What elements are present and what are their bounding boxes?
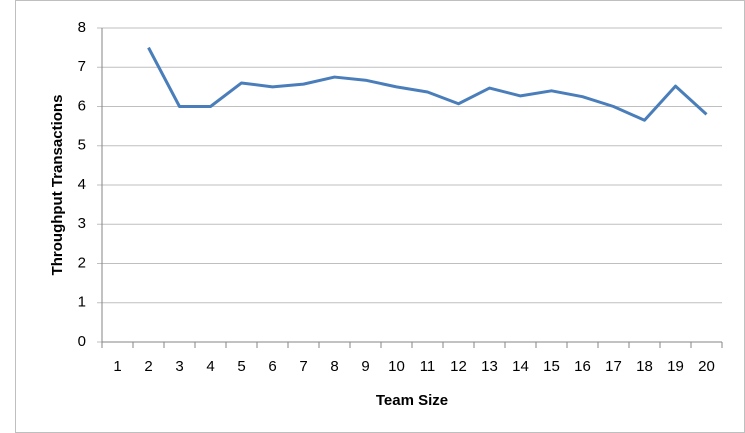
- y-tick-label: 8: [78, 19, 86, 36]
- x-tick-label: 6: [268, 358, 276, 375]
- x-tick-label: 15: [543, 358, 560, 375]
- x-tick-label: 5: [237, 358, 245, 375]
- x-tick-label: 8: [330, 358, 338, 375]
- x-tick-label: 11: [420, 358, 436, 375]
- x-tick-label: 9: [361, 358, 369, 375]
- x-tick-label: 19: [667, 358, 684, 375]
- y-tick-label: 4: [78, 176, 86, 193]
- x-tick-label: 18: [636, 358, 653, 375]
- x-tick-label: 3: [175, 358, 183, 375]
- x-tick-label: 13: [481, 358, 498, 375]
- x-tick-label: 1: [113, 358, 121, 375]
- chart-frame: [15, 0, 745, 433]
- y-tick-label: 6: [78, 97, 86, 114]
- x-tick-label: 20: [698, 358, 715, 375]
- x-tick-label: 16: [574, 358, 591, 375]
- y-tick-label: 5: [78, 137, 86, 154]
- x-tick-label: 10: [388, 358, 405, 375]
- y-tick-label: 7: [78, 58, 86, 75]
- x-tick-label: 2: [144, 358, 152, 375]
- x-tick-label: 4: [206, 358, 214, 375]
- x-tick-label: 17: [605, 358, 622, 375]
- x-tick-label: 7: [299, 358, 307, 375]
- y-axis-title: Throughput Transactions: [49, 95, 66, 276]
- x-tick-label: 12: [450, 358, 467, 375]
- series-line: [147, 46, 708, 122]
- y-tick-label: 1: [78, 294, 86, 311]
- y-tick-label: 2: [78, 254, 86, 271]
- y-tick-label: 3: [78, 215, 86, 232]
- x-tick-label: 14: [512, 358, 529, 375]
- x-axis-title: Team Size: [376, 392, 448, 409]
- y-tick-label: 0: [78, 333, 86, 350]
